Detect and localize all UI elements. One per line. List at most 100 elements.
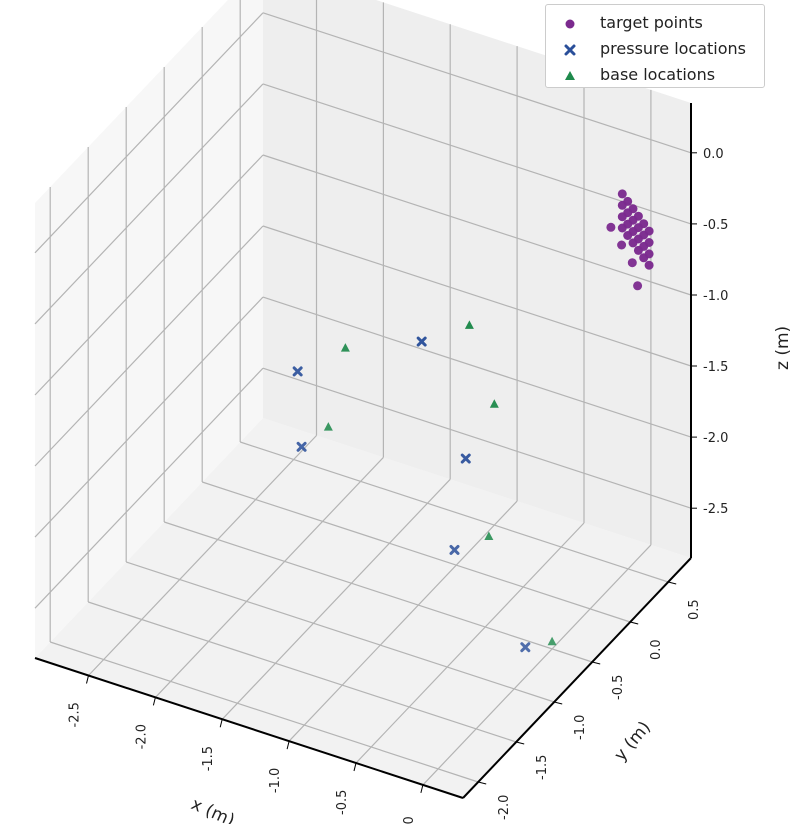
legend-target-swatch [565, 19, 575, 29]
z-tick-label: -2.0 [703, 431, 728, 446]
y-tick-mark [478, 781, 487, 785]
grid-line-y-floor [202, 481, 631, 623]
x-tick-label: 0.0 [402, 816, 417, 824]
x-tick-mark [219, 719, 223, 728]
y-tick-mark [630, 621, 639, 625]
x-tick-label: -1.0 [268, 768, 283, 793]
y-tick-label: -1.5 [535, 755, 550, 780]
y-tick-mark [592, 661, 601, 665]
x-axis-label: x (m) [188, 794, 238, 824]
grid-line-z-back [262, 225, 692, 367]
pressure-location-point [416, 336, 427, 347]
target-point [623, 231, 633, 240]
circle-marker-icon [565, 19, 575, 29]
legend-label: base locations [600, 65, 716, 84]
z-tick-label: -1.5 [703, 360, 728, 375]
grid-line-z-back [262, 296, 692, 438]
pressure-location-point [460, 453, 471, 464]
base-location-point [340, 343, 350, 352]
grid-line-z-back [262, 367, 692, 509]
legend-item-pressure-locations: pressure locations [546, 37, 764, 63]
axis-panes [35, 0, 691, 798]
grid-line-x-floor [355, 522, 585, 764]
grid-line-y-floor [50, 641, 479, 783]
grid-line-x-floor [88, 435, 317, 676]
target-point [606, 222, 616, 232]
y-tick-mark [554, 701, 563, 705]
triangle-marker-icon [565, 71, 575, 80]
grid-line-z-left [34, 154, 264, 396]
base-location-point [547, 636, 557, 646]
axis-spines [34, 103, 692, 799]
x-tick-mark [286, 740, 290, 750]
y-tick-mark [668, 581, 677, 585]
target-point [633, 245, 643, 255]
legend: target points pressure locations base lo… [545, 4, 765, 88]
legend-item-target-points: target points [546, 11, 764, 37]
y-tick-label: 0.0 [649, 639, 664, 660]
y-axis-line [462, 557, 692, 799]
x-marker-icon [564, 44, 576, 56]
pressure-location-point [520, 642, 531, 653]
x-axis-line [34, 657, 464, 799]
grid-lines [34, 0, 692, 786]
target-point [617, 200, 627, 210]
grid-line-z-left [34, 225, 264, 467]
target-point [617, 240, 627, 250]
tick-labels: -2.5 -2.0 -1.5 -1.0 -0.5 0.0 -2.0 -1.5 -1.0 -0.5 0… [68, 147, 729, 824]
data-points [292, 189, 654, 653]
z-tick-label: -1.0 [703, 289, 728, 304]
pressure-location-point [449, 544, 460, 555]
z-tick-label: 0.0 [703, 147, 724, 162]
x-tick-mark [420, 784, 424, 794]
target-point [627, 258, 637, 268]
pressure-location-point [296, 441, 307, 452]
pressure-location-point [292, 366, 303, 377]
x-tick-label: -2.0 [134, 724, 149, 749]
x-tick-label: -0.5 [335, 790, 350, 815]
grid-line-z-back [262, 154, 692, 296]
base-location-point [489, 399, 499, 408]
grid-line-z-left [34, 83, 264, 325]
legend-label: target points [600, 13, 703, 32]
left-wall-pane [35, 0, 263, 658]
y-tick-label: -1.0 [573, 715, 588, 740]
grid-line-z-back [262, 12, 692, 154]
floor-pane [35, 418, 691, 798]
grid-line-y-floor [126, 561, 555, 703]
grid-line-y-floor [164, 521, 593, 663]
legend-label: pressure locations [600, 39, 747, 58]
base-location-point [464, 320, 474, 329]
target-point [628, 238, 638, 248]
z-tick-label: -2.5 [703, 502, 728, 517]
legend-item-base-locations: base locations [546, 63, 764, 89]
grid-line-x-floor [154, 456, 384, 698]
x-tick-mark [353, 762, 357, 772]
x-tick-mark [86, 675, 89, 684]
y-tick-label: -0.5 [611, 675, 626, 700]
y-tick-mark [516, 741, 525, 745]
grid-line-x-floor [288, 500, 518, 742]
grid-line-z-left [34, 12, 264, 254]
grid-line-x-floor [422, 544, 652, 786]
y-axis-label: y (m) [611, 718, 655, 766]
target-point [633, 281, 643, 291]
z-axis-label: z (m) [773, 326, 793, 370]
base-location-point [323, 422, 333, 431]
grid-line-z-back [262, 83, 692, 225]
target-point [617, 223, 627, 233]
base-location-point [484, 531, 494, 540]
x-tick-mark [152, 697, 156, 706]
y-tick-label: -2.0 [497, 795, 512, 820]
grid-line-x-floor [221, 478, 451, 720]
target-point [617, 189, 627, 199]
grid-line-y-floor [88, 601, 517, 743]
x-tick-label: -1.5 [201, 746, 216, 771]
grid-line-y-floor [240, 441, 669, 583]
target-point [617, 212, 627, 222]
x-tick-label: -2.5 [68, 702, 83, 727]
target-point [639, 253, 649, 263]
y-tick-label: 0.5 [687, 599, 702, 620]
grid-line-z-left [34, 296, 264, 538]
